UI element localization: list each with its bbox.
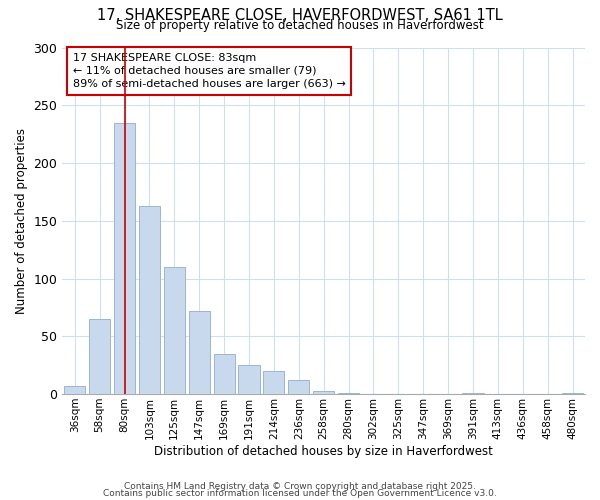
Bar [188, 311, 210, 394]
Bar [463, 393, 484, 394]
Text: Size of property relative to detached houses in Haverfordwest: Size of property relative to detached ho… [116, 19, 484, 32]
Text: Contains public sector information licensed under the Open Government Licence v3: Contains public sector information licen… [103, 490, 497, 498]
Bar [263, 371, 284, 394]
Bar [139, 206, 160, 394]
Bar [562, 393, 583, 394]
Bar [288, 380, 310, 394]
Bar [338, 393, 359, 394]
Bar [313, 390, 334, 394]
Bar [214, 354, 235, 394]
Bar [64, 386, 85, 394]
Text: Contains HM Land Registry data © Crown copyright and database right 2025.: Contains HM Land Registry data © Crown c… [124, 482, 476, 491]
Y-axis label: Number of detached properties: Number of detached properties [15, 128, 28, 314]
Bar [89, 319, 110, 394]
X-axis label: Distribution of detached houses by size in Haverfordwest: Distribution of detached houses by size … [154, 444, 493, 458]
Bar [114, 122, 135, 394]
Bar [238, 365, 260, 394]
Text: 17 SHAKESPEARE CLOSE: 83sqm
← 11% of detached houses are smaller (79)
89% of sem: 17 SHAKESPEARE CLOSE: 83sqm ← 11% of det… [73, 52, 346, 89]
Text: 17, SHAKESPEARE CLOSE, HAVERFORDWEST, SA61 1TL: 17, SHAKESPEARE CLOSE, HAVERFORDWEST, SA… [97, 8, 503, 22]
Bar [164, 267, 185, 394]
